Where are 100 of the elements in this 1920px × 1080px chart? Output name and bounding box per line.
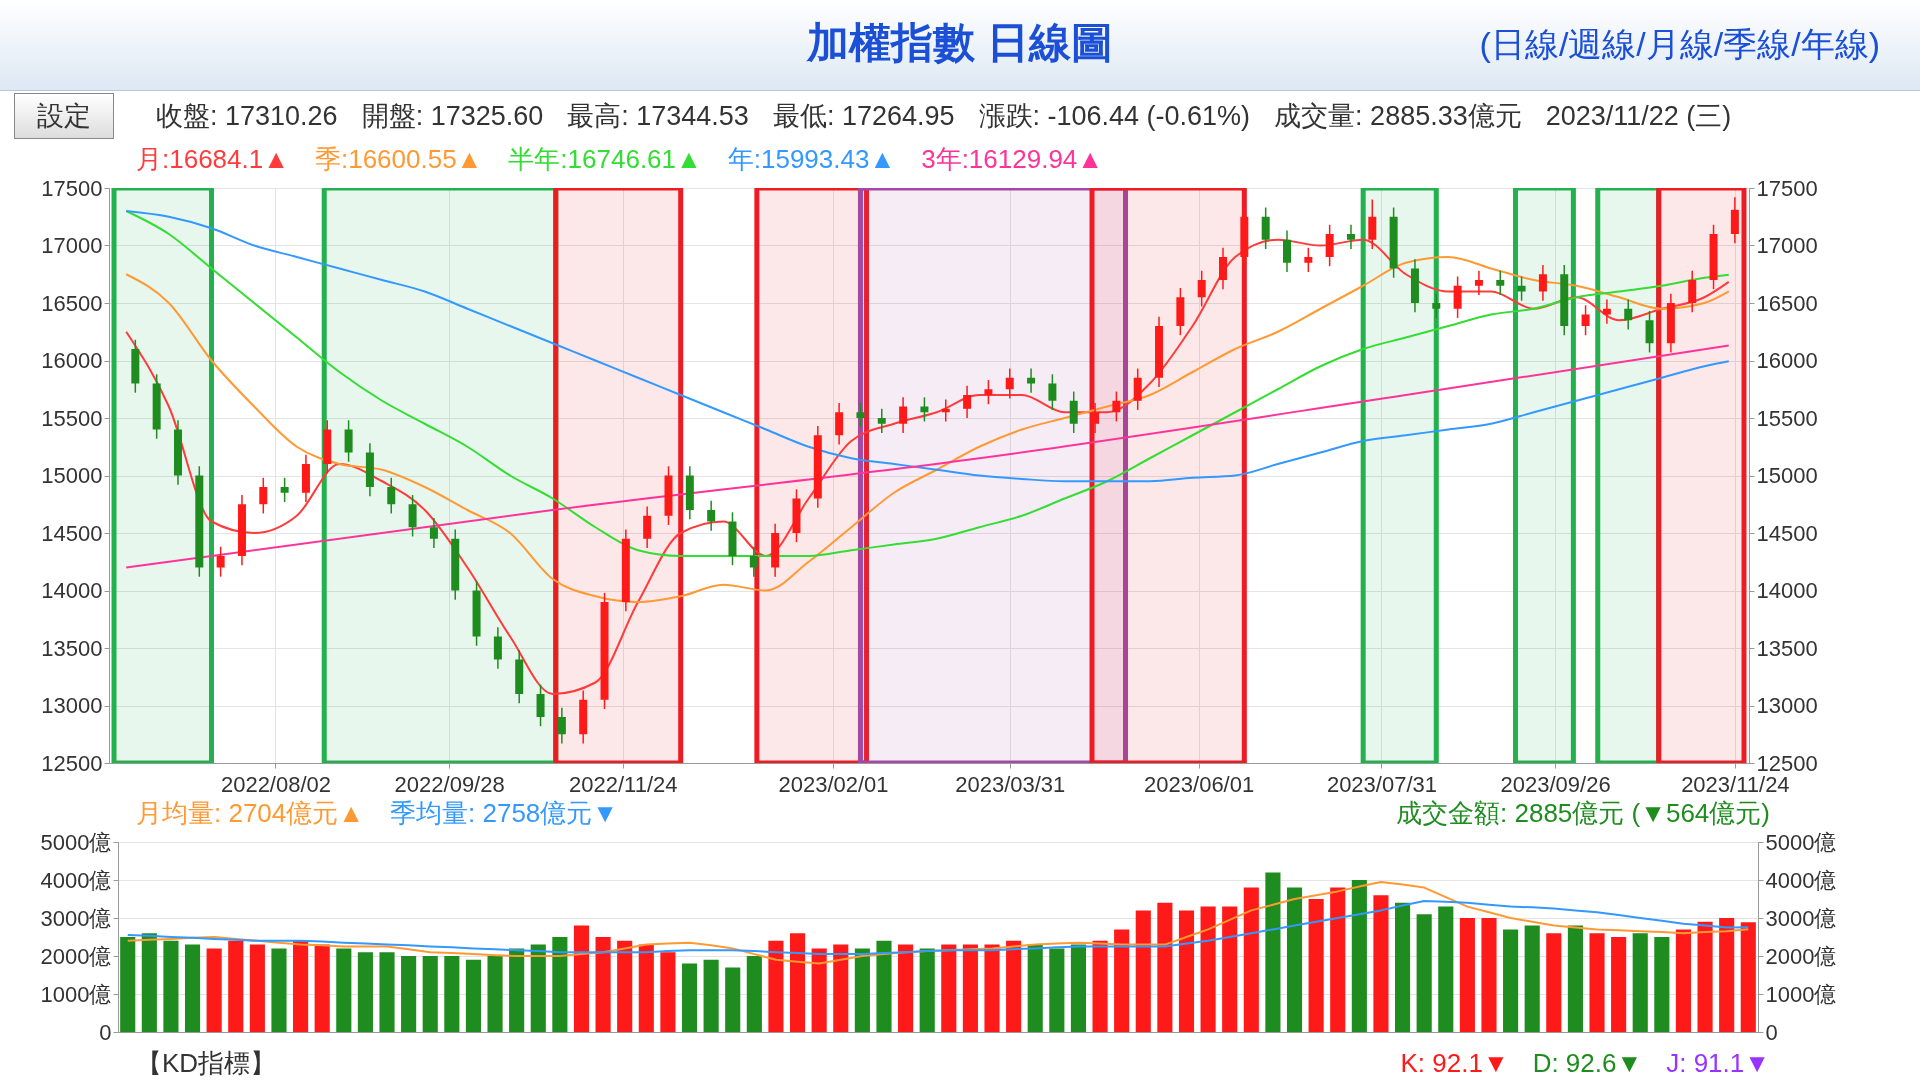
y2-tick-label: 17500 bbox=[1756, 175, 1818, 201]
x-tick-label: 2023/02/01 bbox=[778, 771, 889, 797]
text: 半年:16746.61▲ bbox=[508, 142, 702, 176]
y-tick-label: 2000億 bbox=[40, 943, 112, 969]
x-tick-label: 2023/03/31 bbox=[955, 771, 1066, 797]
y2-tick-label: 13000 bbox=[1756, 693, 1818, 718]
bar bbox=[141, 933, 157, 1032]
candlestick bbox=[1005, 367, 1014, 400]
candlestick bbox=[1517, 275, 1526, 302]
candlestick bbox=[1474, 270, 1483, 296]
candlestick bbox=[280, 477, 289, 503]
y2-tick-label: 15500 bbox=[1756, 405, 1818, 431]
line-series bbox=[125, 210, 1730, 557]
candlestick bbox=[1645, 310, 1654, 354]
bar bbox=[509, 948, 525, 1032]
bar bbox=[1222, 906, 1238, 1032]
candlestick bbox=[1091, 402, 1100, 434]
bar bbox=[660, 952, 676, 1032]
candlestick bbox=[387, 477, 396, 515]
x-tick-label: 2023/09/26 bbox=[1500, 771, 1611, 797]
y-tick-label: 0 bbox=[99, 1019, 112, 1045]
text: 開盤: 17325.60 bbox=[361, 100, 544, 133]
candlestick bbox=[536, 684, 545, 727]
text: (日線/週線/月線/季線/年線) bbox=[1479, 24, 1880, 65]
bar bbox=[573, 925, 590, 1032]
bar bbox=[444, 956, 460, 1032]
candlestick bbox=[408, 494, 417, 538]
candlestick bbox=[1346, 224, 1355, 250]
candlestick bbox=[429, 517, 438, 549]
text: 2023/11/22 (三) bbox=[1545, 100, 1732, 133]
candlestick bbox=[1219, 247, 1228, 290]
candlestick bbox=[856, 402, 865, 428]
y2-tick-label: 5000億 bbox=[1765, 829, 1837, 855]
bar bbox=[1524, 925, 1540, 1032]
bar bbox=[1070, 944, 1087, 1032]
bar bbox=[1135, 910, 1151, 1032]
bar bbox=[1157, 902, 1173, 1032]
candlestick bbox=[707, 500, 716, 532]
bar bbox=[1438, 906, 1454, 1032]
candlestick bbox=[344, 419, 353, 463]
bar bbox=[465, 959, 481, 1032]
bar bbox=[833, 944, 849, 1032]
bar bbox=[314, 944, 330, 1032]
bar bbox=[1286, 887, 1303, 1032]
y-tick-label: 15000 bbox=[41, 463, 103, 488]
y2-tick-label: 13500 bbox=[1756, 635, 1818, 661]
y-tick-label: 4000億 bbox=[40, 867, 112, 893]
bar bbox=[703, 959, 719, 1032]
candlestick bbox=[1538, 264, 1547, 302]
y2-tick-label: 14000 bbox=[1756, 578, 1818, 603]
bar bbox=[1178, 910, 1195, 1032]
candlestick bbox=[749, 546, 758, 578]
bar bbox=[789, 933, 806, 1032]
candlestick bbox=[643, 505, 652, 549]
bar bbox=[811, 948, 827, 1032]
x-tick-label: 2022/11/24 bbox=[569, 771, 678, 797]
bar bbox=[120, 937, 136, 1032]
x-tick-label: 2023/07/31 bbox=[1326, 771, 1437, 797]
y-tick-label: 15500 bbox=[41, 405, 103, 431]
text: 月均量: 2704億元▲ bbox=[136, 796, 365, 830]
text: 季均量: 2758億元▼ bbox=[390, 796, 619, 830]
bar bbox=[1481, 918, 1497, 1032]
y-tick-label: 13000 bbox=[41, 693, 103, 718]
bar bbox=[1330, 887, 1346, 1032]
text: 設定 bbox=[14, 93, 114, 139]
text: J: 91.1▼ bbox=[1666, 1047, 1770, 1079]
bar bbox=[530, 944, 546, 1032]
bar bbox=[487, 956, 503, 1032]
candlestick bbox=[899, 396, 908, 434]
y-tick-label: 5000億 bbox=[40, 829, 112, 855]
bar bbox=[357, 952, 373, 1032]
y2-tick-label: 4000億 bbox=[1765, 867, 1837, 893]
bar bbox=[271, 948, 287, 1032]
bar bbox=[422, 956, 438, 1032]
bar bbox=[638, 944, 654, 1032]
bar bbox=[249, 944, 265, 1032]
y2-tick-label: 3000億 bbox=[1765, 905, 1837, 931]
bar bbox=[1546, 933, 1562, 1032]
y-tick-label: 1000億 bbox=[40, 981, 112, 1007]
line-series bbox=[125, 256, 1730, 603]
candlestick bbox=[1112, 390, 1121, 423]
bar bbox=[876, 940, 892, 1032]
y-tick-label: 12500 bbox=[41, 750, 103, 776]
bar bbox=[595, 937, 611, 1032]
y2-tick-label: 15000 bbox=[1756, 463, 1818, 488]
text: 年:15993.43▲ bbox=[727, 142, 896, 176]
candlestick bbox=[259, 477, 268, 515]
text: K: 92.1▼ bbox=[1400, 1047, 1509, 1079]
candlestick bbox=[1027, 367, 1036, 394]
bar bbox=[1049, 948, 1065, 1032]
candlestick bbox=[1496, 270, 1505, 296]
bar bbox=[725, 967, 741, 1032]
bar bbox=[1697, 921, 1713, 1032]
bar bbox=[1308, 899, 1324, 1032]
line-series bbox=[125, 238, 1730, 695]
bar bbox=[1459, 918, 1475, 1032]
text: 月:16684.1▲ bbox=[136, 142, 289, 176]
candlestick bbox=[557, 707, 566, 745]
bar bbox=[1567, 925, 1583, 1032]
text: 最低: 17264.95 bbox=[772, 100, 955, 133]
